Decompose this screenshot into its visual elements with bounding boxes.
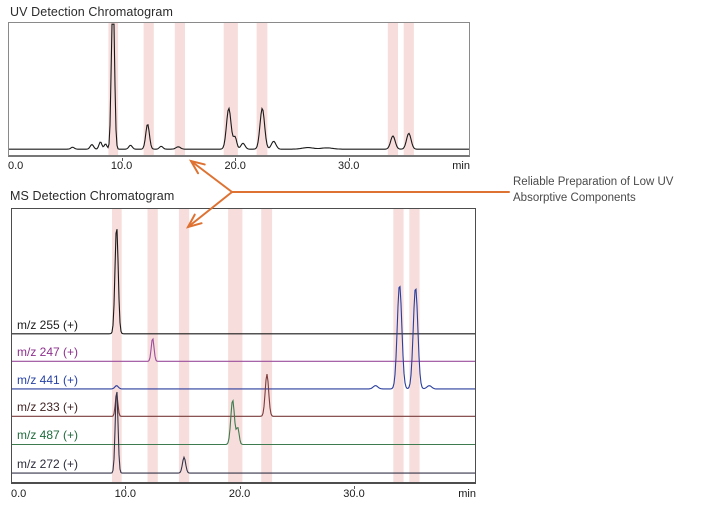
ms-trace-svg <box>12 209 475 482</box>
callout-text: Reliable Preparation of Low UV Absorptiv… <box>513 174 708 206</box>
trace-label-mz-441: m/z 441 (+) <box>17 372 79 387</box>
trace-label-mz-487: m/z 487 (+) <box>17 428 79 443</box>
x-axis-tick-label: 10.0 <box>110 160 133 172</box>
highlight-band <box>409 209 420 482</box>
ms-chart-title: MS Detection Chromatogram <box>10 189 175 203</box>
highlight-band <box>147 209 158 482</box>
trace-mz-272 <box>12 391 475 474</box>
uv-chart-plot <box>8 22 470 157</box>
x-axis-unit-label: min <box>458 488 476 500</box>
callout-text-line2: Absorptive Components <box>513 192 636 204</box>
x-axis-tick-label: 30.0 <box>343 488 365 500</box>
trace-mz-247 <box>12 337 475 362</box>
x-axis-unit-label: min <box>452 160 470 172</box>
ms-chart-x-axis: 0.0 10.0 20.0 30.0 min <box>11 486 476 502</box>
x-axis-tick-mark <box>235 158 237 161</box>
trace-mz-441 <box>12 285 475 390</box>
x-axis-tick-label: 20.0 <box>224 160 246 172</box>
trace-mz-487 <box>12 399 475 446</box>
x-axis-tick-mark <box>121 158 123 161</box>
highlight-band <box>228 209 243 482</box>
x-axis-tick-label: 20.0 <box>228 488 251 500</box>
trace-mz-255 <box>12 229 475 335</box>
uv-chart-title: UV Detection Chromatogram <box>10 5 173 19</box>
x-axis-tick-label: 0.0 <box>11 488 27 500</box>
highlight-band <box>178 209 190 482</box>
trace-label-mz-233: m/z 233 (+) <box>17 400 79 415</box>
x-axis-tick-label: 10.0 <box>114 488 137 500</box>
highlight-band <box>256 23 268 155</box>
highlight-band <box>387 23 398 155</box>
uv-trace-svg <box>9 23 469 155</box>
trace-mz-233 <box>12 374 475 417</box>
trace-label-mz-272: m/z 272 (+) <box>17 457 79 472</box>
highlight-band <box>108 23 119 155</box>
highlight-band <box>174 23 185 155</box>
x-axis-tick-mark <box>125 486 127 489</box>
highlight-band <box>112 209 122 482</box>
highlight-band <box>261 209 273 482</box>
highlight-band <box>143 23 154 155</box>
ms-chart-plot: m/z 255 (+) m/z 247 (+) m/z 441 (+) m/z 233… <box>11 208 476 484</box>
x-axis-tick-mark <box>348 158 350 161</box>
trace-uv-signal <box>9 23 469 150</box>
highlight-band <box>403 23 414 155</box>
x-axis-tick-mark <box>354 486 355 489</box>
x-axis-tick-label: 30.0 <box>337 160 360 172</box>
x-axis-tick-mark <box>239 486 241 489</box>
callout-text-line1: Reliable Preparation of Low UV <box>513 176 674 188</box>
x-axis-tick-label: 0.0 <box>8 160 24 172</box>
trace-label-mz-247: m/z 247 (+) <box>17 345 79 360</box>
uv-chart-x-axis: 0.0 10.0 20.0 30.0 min <box>8 158 470 174</box>
trace-label-mz-255: m/z 255 (+) <box>17 317 79 332</box>
highlight-band <box>393 209 404 482</box>
